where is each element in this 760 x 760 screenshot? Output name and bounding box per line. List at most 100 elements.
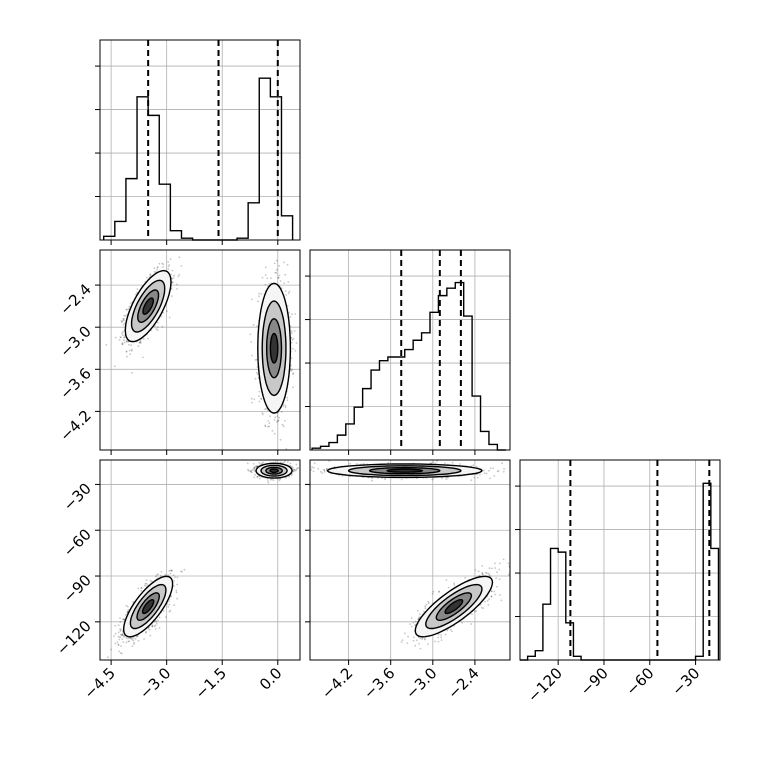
sample-point [127, 605, 129, 608]
sample-point [121, 633, 124, 636]
sample-point [258, 390, 261, 393]
sample-point [254, 359, 257, 361]
sample-point [251, 401, 254, 404]
sample-point [292, 373, 294, 375]
sample-point [113, 365, 116, 368]
sample-point [275, 269, 278, 271]
sample-point [123, 341, 126, 344]
sample-point [257, 300, 259, 303]
sample-point [155, 328, 158, 330]
sample-point [256, 325, 259, 328]
sample-point [260, 398, 263, 400]
sample-point [295, 342, 298, 344]
sample-point [286, 399, 289, 401]
sample-point [170, 569, 173, 572]
sample-point [167, 574, 170, 577]
sample-point [119, 633, 122, 636]
sample-point [288, 290, 291, 293]
sample-point [251, 468, 254, 471]
sample-point [114, 624, 117, 627]
sample-point [291, 368, 294, 371]
sample-point [153, 625, 156, 628]
sample-point [124, 613, 127, 616]
sample-point [162, 610, 165, 612]
sample-point [276, 415, 279, 417]
scatter-panel-0-1 [95, 249, 301, 455]
sample-point [171, 569, 173, 572]
sample-point [276, 420, 278, 423]
sample-point [146, 584, 149, 586]
sample-point [154, 325, 156, 328]
sample-point [121, 343, 123, 345]
sample-point [119, 621, 122, 623]
sample-point [137, 635, 139, 638]
sample-point [275, 272, 278, 274]
sample-point [126, 308, 128, 311]
sample-point [254, 474, 257, 476]
sample-point [157, 573, 159, 576]
sample-point [269, 415, 271, 418]
sample-point [294, 349, 297, 352]
sample-point [122, 317, 125, 320]
sample-point [283, 282, 285, 285]
sample-point [278, 265, 281, 267]
panel-content [100, 250, 300, 450]
sample-point [114, 336, 117, 339]
sample-point [154, 624, 157, 627]
sample-point [149, 273, 152, 276]
sample-point [269, 478, 272, 481]
sample-point [168, 600, 171, 603]
sample-point [282, 405, 285, 408]
sample-point [269, 277, 272, 280]
sample-point [281, 423, 284, 426]
sample-point [284, 404, 287, 407]
sample-point [132, 637, 135, 639]
sample-point [127, 637, 129, 640]
sample-point [274, 271, 277, 274]
panel-frame [309, 249, 511, 451]
sample-point [290, 341, 293, 344]
sample-point [169, 258, 172, 260]
sample-point [125, 340, 128, 343]
sample-point [124, 315, 127, 317]
sample-point [127, 308, 130, 310]
sample-point [123, 319, 125, 322]
sample-point [120, 321, 123, 324]
sample-point [166, 310, 168, 313]
sample-point [285, 448, 288, 450]
sample-point [264, 425, 267, 428]
sample-point [145, 630, 147, 633]
sample-point [128, 349, 131, 352]
sample-point [120, 336, 122, 339]
sample-point [267, 425, 269, 428]
sample-point [125, 350, 128, 353]
sample-point [121, 632, 124, 635]
sample-point [117, 644, 120, 646]
sample-point [268, 422, 271, 425]
sample-point [171, 269, 174, 272]
sample-point [136, 288, 139, 290]
sample-point [292, 372, 295, 374]
sample-point [151, 624, 154, 627]
panel-frame [519, 459, 721, 661]
sample-point [121, 332, 123, 335]
sample-point [290, 357, 293, 359]
sample-point [122, 634, 125, 637]
sample-point [123, 618, 126, 621]
sample-point [123, 314, 126, 317]
panel-frame [99, 249, 301, 451]
sample-point [123, 336, 125, 339]
sample-point [253, 398, 256, 401]
sample-point [146, 276, 148, 279]
sample-point [123, 635, 126, 638]
sample-point [122, 330, 124, 333]
sample-point [280, 287, 283, 289]
sample-point [284, 419, 286, 422]
sample-point [143, 638, 146, 640]
sample-point [171, 278, 174, 280]
sample-point [119, 652, 122, 654]
sample-point [284, 290, 287, 292]
sample-point [126, 611, 129, 613]
sample-point [258, 395, 260, 398]
sample-point [258, 295, 260, 298]
